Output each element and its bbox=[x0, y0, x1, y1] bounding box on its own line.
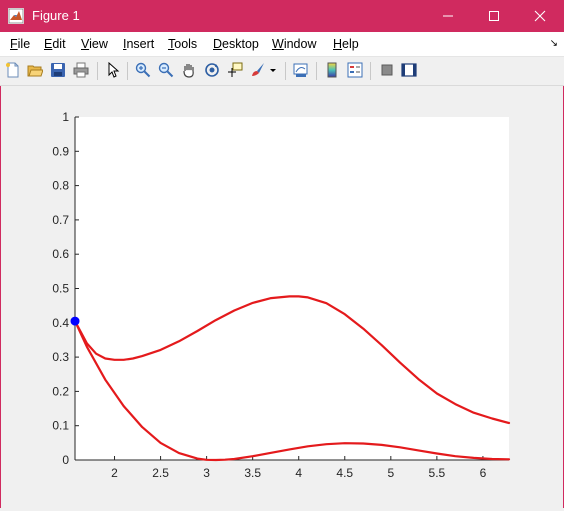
brush-dropdown-icon[interactable] bbox=[268, 61, 278, 79]
menu-file-mnemonic: F bbox=[10, 37, 18, 51]
y-tick-label: 1 bbox=[62, 110, 69, 124]
menu-desktop-label: esktop bbox=[222, 37, 259, 51]
series-line-1 bbox=[73, 295, 511, 425]
menu-help-mnemonic: H bbox=[333, 37, 343, 51]
plot-svg[interactable]: 0 0.1 0.2 0.3 0.4 0.5 0.6 0.7 0.8 0.9 1 2 2.5 3 3.5 4 4.… bbox=[2, 86, 562, 506]
menu-view-label: iew bbox=[89, 37, 108, 51]
data-cursor-icon[interactable] bbox=[226, 61, 244, 79]
print-icon[interactable] bbox=[72, 61, 90, 79]
menu-insert-label: nsert bbox=[126, 37, 155, 51]
y-tick-label: 0.7 bbox=[52, 213, 69, 227]
menu-view-mnemonic: V bbox=[81, 37, 90, 51]
x-tick-label: 4 bbox=[295, 466, 302, 480]
dock-arrow-icon[interactable]: ↘ bbox=[549, 38, 558, 49]
y-tick-label: 0.5 bbox=[52, 282, 69, 296]
minimize-icon bbox=[443, 15, 453, 17]
rotate-3d-icon[interactable] bbox=[203, 61, 221, 79]
zoom-in-icon[interactable] bbox=[134, 61, 152, 79]
save-icon[interactable] bbox=[49, 61, 67, 79]
open-file-icon[interactable] bbox=[26, 61, 44, 79]
start-point-marker bbox=[70, 316, 80, 326]
menu-desktop[interactable]: Desktop bbox=[213, 37, 259, 51]
pan-icon[interactable] bbox=[180, 61, 198, 79]
x-tick-label: 5 bbox=[387, 466, 394, 480]
x-tick-label: 3.5 bbox=[244, 466, 261, 480]
menu-window-label: indow bbox=[283, 37, 317, 51]
menu-edit-mnemonic: E bbox=[44, 37, 53, 51]
edit-plot-icon[interactable] bbox=[104, 61, 122, 79]
x-tick-label: 3 bbox=[203, 466, 210, 480]
hide-plot-tools-icon[interactable] bbox=[378, 61, 396, 79]
window-border-left bbox=[0, 32, 1, 508]
legend-icon[interactable] bbox=[346, 61, 364, 79]
close-icon bbox=[534, 10, 546, 22]
x-tick-label: 4.5 bbox=[336, 466, 353, 480]
figure-toolbar bbox=[0, 57, 564, 86]
menu-insert-mnemonic: I bbox=[123, 37, 127, 51]
maximize-button[interactable] bbox=[471, 0, 517, 32]
menu-file[interactable]: File bbox=[10, 37, 30, 51]
menu-desktop-mnemonic: D bbox=[213, 37, 223, 51]
series-line-2 bbox=[73, 320, 511, 462]
menu-view[interactable]: View bbox=[81, 37, 108, 51]
menu-insert[interactable]: Insert bbox=[123, 37, 154, 51]
x-tick-label: 6 bbox=[480, 466, 487, 480]
window-title: Figure 1 bbox=[32, 8, 80, 23]
menu-tools-mnemonic: T bbox=[168, 37, 175, 51]
x-tick-label: 2 bbox=[111, 466, 118, 480]
new-figure-icon[interactable] bbox=[4, 61, 22, 79]
menu-help-label: elp bbox=[342, 37, 359, 51]
colorbar-icon[interactable] bbox=[323, 61, 341, 79]
menu-tools-label: ools bbox=[174, 37, 198, 51]
x-tick-label: 5.5 bbox=[429, 466, 446, 480]
y-tick-label: 0.3 bbox=[52, 350, 69, 364]
toolbar-separator bbox=[316, 62, 317, 80]
y-tick-label: 0.4 bbox=[52, 316, 69, 330]
toolbar-separator bbox=[127, 62, 128, 80]
toolbar-separator bbox=[285, 62, 286, 80]
figure-canvas[interactable]: 0 0.1 0.2 0.3 0.4 0.5 0.6 0.7 0.8 0.9 1 2 2.5 3 3.5 4 4.… bbox=[2, 86, 562, 506]
brush-icon[interactable] bbox=[249, 61, 267, 79]
minimize-button[interactable] bbox=[425, 0, 471, 32]
zoom-out-icon[interactable] bbox=[157, 61, 175, 79]
menu-edit[interactable]: Edit bbox=[44, 37, 66, 51]
y-tick-label: 0.2 bbox=[52, 384, 69, 398]
menu-file-label: ile bbox=[17, 37, 31, 51]
y-tick-label: 0.9 bbox=[52, 144, 69, 158]
y-tick-label: 0.6 bbox=[52, 247, 69, 261]
matlab-app-icon bbox=[8, 8, 24, 24]
close-button[interactable] bbox=[517, 0, 563, 32]
link-plot-icon[interactable] bbox=[292, 61, 310, 79]
toolbar-separator bbox=[370, 62, 371, 80]
menu-edit-label: dit bbox=[52, 37, 66, 51]
menu-window[interactable]: Window bbox=[272, 37, 316, 51]
menu-bar: File Edit View Insert Tools Desktop Wind… bbox=[0, 32, 564, 57]
title-bar[interactable]: Figure 1 bbox=[0, 0, 564, 32]
y-tick-label: 0.1 bbox=[52, 419, 69, 433]
axes-background bbox=[75, 117, 509, 460]
y-tick-label: 0.8 bbox=[52, 179, 69, 193]
menu-tools[interactable]: Tools bbox=[168, 37, 197, 51]
show-plot-tools-icon[interactable] bbox=[400, 61, 418, 79]
menu-help[interactable]: Help bbox=[333, 37, 359, 51]
y-tick-label: 0 bbox=[62, 453, 69, 467]
menu-window-mnemonic: W bbox=[272, 37, 284, 51]
toolbar-separator bbox=[97, 62, 98, 80]
x-tick-label: 2.5 bbox=[152, 466, 169, 480]
maximize-icon bbox=[489, 11, 499, 21]
